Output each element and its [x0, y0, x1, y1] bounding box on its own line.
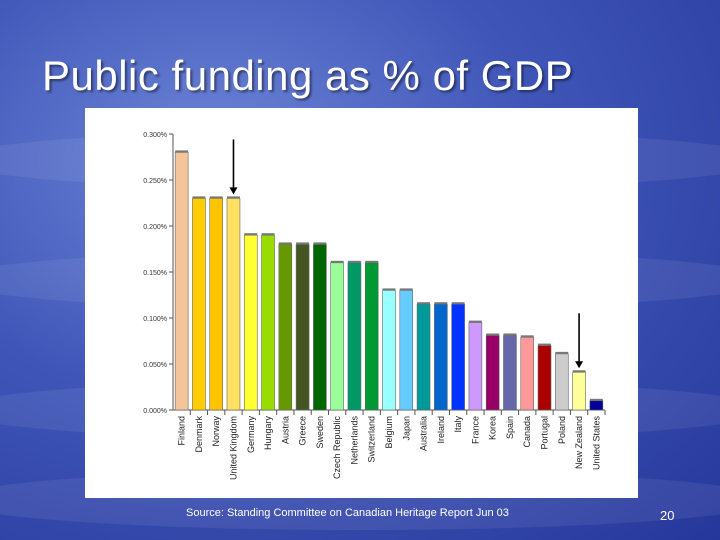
x-tick-label-france: France — [470, 416, 480, 444]
y-tick-label: 0.000% — [143, 408, 167, 415]
x-tick-label-spain: Spain — [505, 416, 515, 439]
bar-germany — [243, 234, 258, 411]
bar-italy — [451, 303, 465, 411]
bar-cap-norway — [209, 196, 223, 199]
y-tick-label: 0.200% — [143, 224, 167, 231]
x-tick-label-czech-republic: Czech Republic — [332, 416, 342, 480]
bar-cap-portugal — [538, 343, 551, 346]
bar-cap-united-kingdom — [227, 196, 240, 199]
x-tick-label-finland: Finland — [177, 416, 187, 446]
bar-cap-belgium — [382, 288, 396, 291]
bar-finland — [174, 152, 189, 411]
bar-cap-japan — [399, 288, 413, 291]
y-tick-label: 0.250% — [143, 178, 167, 185]
bar-sweden — [313, 244, 327, 411]
bar-canada — [520, 337, 535, 411]
bar-cap-new-zealand — [572, 370, 586, 373]
bar-austria — [278, 244, 293, 411]
bar-korea — [485, 335, 500, 411]
bar-cap-united-states — [589, 398, 603, 401]
x-tick-label-new-zealand: New Zealand — [574, 416, 584, 469]
bar-cap-ireland — [434, 302, 448, 305]
x-tick-label-denmark: Denmark — [194, 416, 204, 453]
x-tick-label-italy: Italy — [453, 416, 463, 433]
bar-cap-poland — [555, 351, 569, 354]
x-tick-label-norway: Norway — [211, 416, 221, 447]
arrow-head-united-kingdom — [229, 187, 238, 195]
x-tick-label-austria: Austria — [280, 416, 290, 444]
arrow-head-new-zealand — [575, 361, 584, 369]
x-tick-label-portugal: Portugal — [540, 416, 550, 450]
y-tick-label: 0.150% — [143, 270, 167, 277]
x-tick-label-greece: Greece — [298, 416, 308, 446]
bar-new-zealand — [572, 371, 586, 411]
bar-australia — [416, 303, 431, 411]
y-tick-label: 0.300% — [143, 132, 167, 139]
y-tick-label: 0.050% — [143, 362, 167, 369]
x-tick-label-canada: Canada — [522, 416, 532, 448]
x-tick-label-united-states: United States — [591, 416, 601, 471]
bar-spain — [503, 335, 517, 411]
bar-czech-republic — [330, 262, 344, 411]
bar-chart: 0.000% 0.050% 0.100% 0.150% 0.200% 0.250% 0.30… — [143, 132, 606, 480]
bar-japan — [399, 290, 414, 411]
bar-cap-hungary — [261, 233, 275, 236]
bar-france — [468, 322, 483, 411]
bar-norway — [209, 198, 223, 411]
bar-hungary — [261, 234, 275, 411]
x-tick-label-japan: Japan — [401, 416, 411, 441]
bar-cap-switzerland — [365, 260, 379, 263]
x-tick-label-poland: Poland — [557, 416, 567, 444]
x-tick-label-belgium: Belgium — [384, 416, 394, 449]
bar-portugal — [537, 345, 552, 411]
bar-cap-spain — [503, 333, 517, 336]
chart-panel: 0.000% 0.050% 0.100% 0.150% 0.200% 0.250% 0.30… — [85, 108, 638, 498]
bar-switzerland — [364, 262, 379, 411]
bar-united-states — [589, 400, 604, 411]
bar-belgium — [382, 290, 396, 411]
bar-cap-sweden — [313, 242, 327, 245]
bar-greece — [295, 244, 310, 411]
bar-cap-czech-republic — [330, 260, 344, 263]
bar-cap-germany — [244, 233, 258, 236]
x-tick-label-united-kingdom: United Kingdom — [228, 416, 238, 480]
bar-cap-netherlands — [347, 260, 361, 263]
bar-united-kingdom — [226, 198, 241, 411]
bar-cap-australia — [417, 302, 431, 305]
bar-netherlands — [347, 262, 362, 411]
x-tick-label-hungary: Hungary — [263, 416, 273, 451]
x-tick-label-netherlands: Netherlands — [349, 416, 359, 465]
x-tick-label-australia: Australia — [419, 416, 429, 451]
source-note: Source: Standing Committee on Canadian H… — [186, 507, 509, 519]
bar-denmark — [192, 198, 206, 411]
bar-cap-greece — [296, 242, 310, 245]
bar-cap-italy — [451, 302, 465, 305]
bar-cap-denmark — [192, 196, 206, 199]
x-tick-label-ireland: Ireland — [436, 416, 446, 444]
bar-cap-austria — [278, 242, 292, 245]
page-number: 20 — [660, 508, 675, 523]
slide-title: Public funding as % of GDP — [42, 52, 574, 99]
bar-ireland — [434, 303, 448, 411]
bar-cap-france — [468, 320, 482, 323]
bar-cap-korea — [486, 333, 500, 336]
bar-cap-finland — [175, 150, 189, 153]
x-tick-label-sweden: Sweden — [315, 416, 325, 449]
bar-cap-canada — [520, 335, 534, 338]
x-tick-label-germany: Germany — [246, 416, 256, 454]
x-tick-label-korea: Korea — [488, 416, 498, 440]
x-tick-label-switzerland: Switzerland — [367, 416, 377, 463]
bar-poland — [555, 353, 569, 411]
y-tick-label: 0.100% — [143, 316, 167, 323]
